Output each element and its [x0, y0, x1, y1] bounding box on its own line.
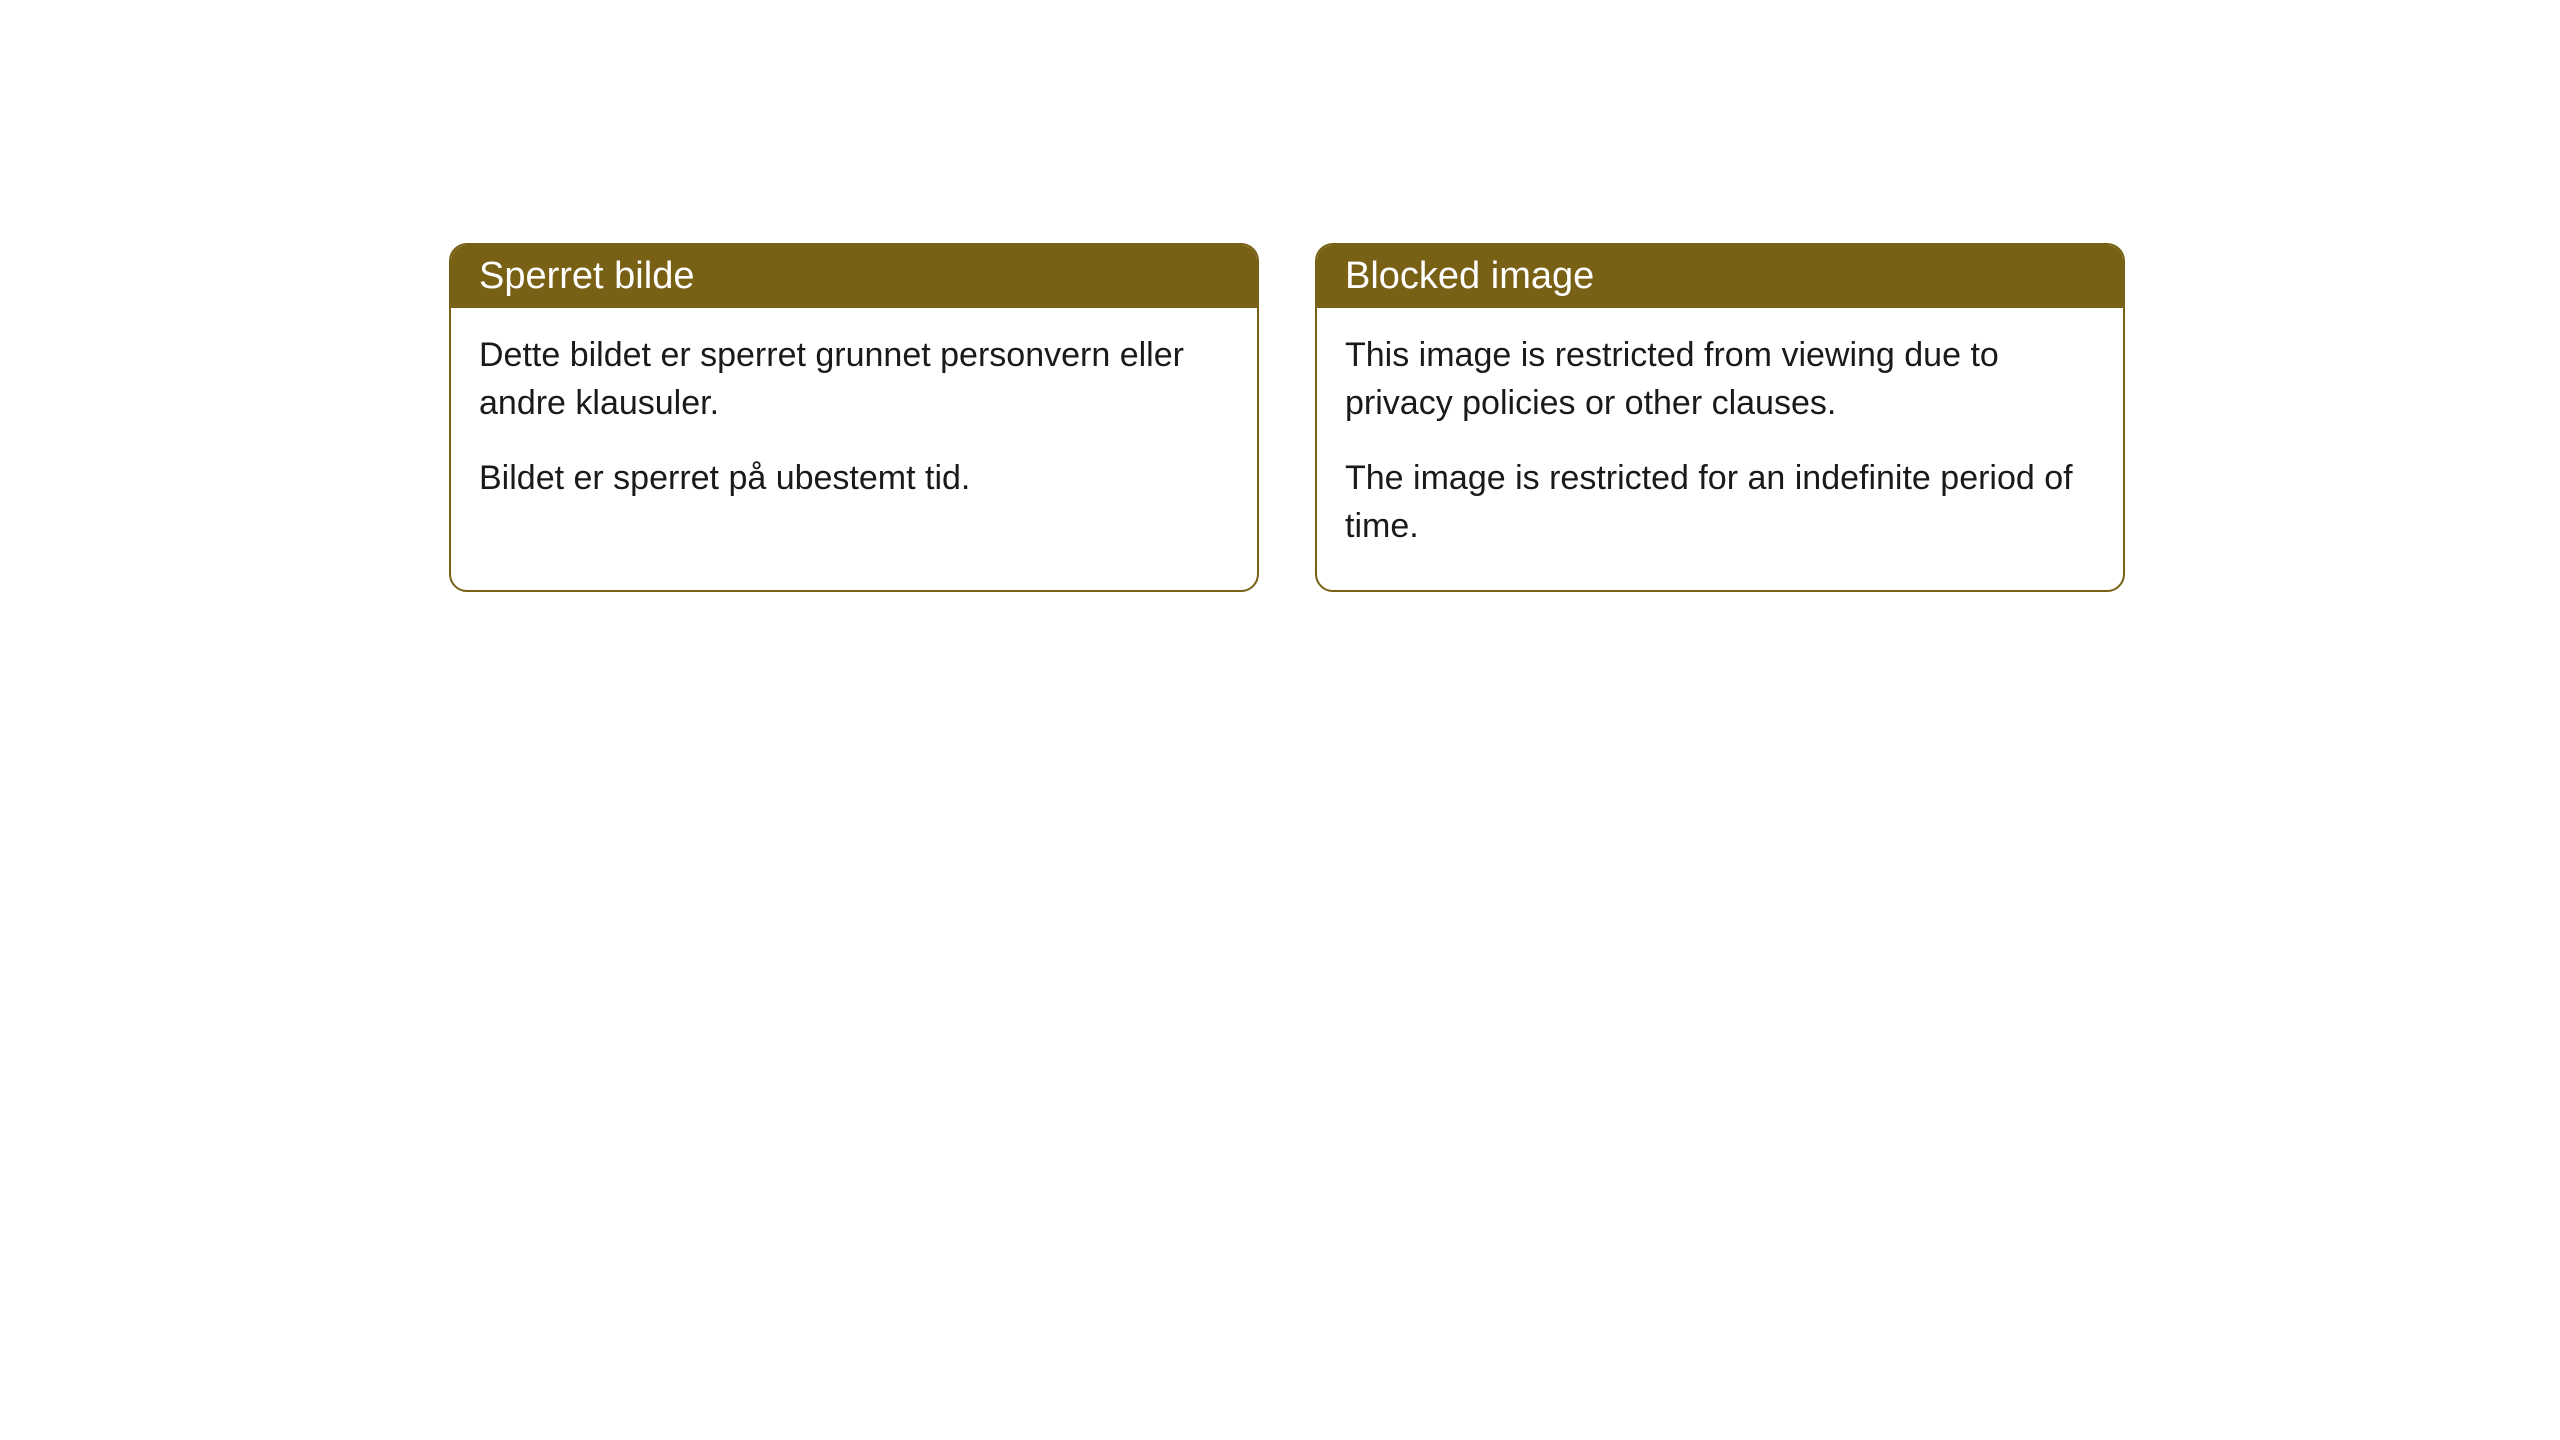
card-paragraph: This image is restricted from viewing du…	[1345, 332, 2095, 427]
info-cards-container: Sperret bilde Dette bildet er sperret gr…	[449, 243, 2125, 592]
card-paragraph: Dette bildet er sperret grunnet personve…	[479, 332, 1229, 427]
card-paragraph: Bildet er sperret på ubestemt tid.	[479, 455, 1229, 503]
info-card-norwegian: Sperret bilde Dette bildet er sperret gr…	[449, 243, 1259, 592]
card-header-english: Blocked image	[1317, 245, 2123, 308]
card-body-english: This image is restricted from viewing du…	[1317, 308, 2123, 590]
info-card-english: Blocked image This image is restricted f…	[1315, 243, 2125, 592]
card-paragraph: The image is restricted for an indefinit…	[1345, 455, 2095, 550]
card-header-norwegian: Sperret bilde	[451, 245, 1257, 308]
card-body-norwegian: Dette bildet er sperret grunnet personve…	[451, 308, 1257, 543]
